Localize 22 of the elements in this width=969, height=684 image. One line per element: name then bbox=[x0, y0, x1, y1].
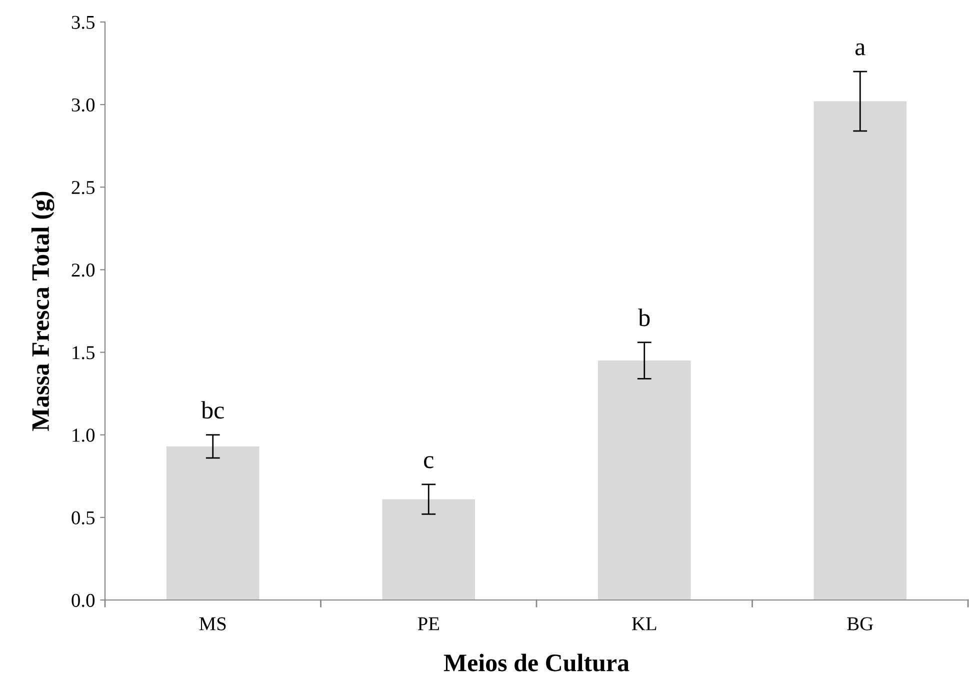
annotation: a bbox=[855, 43, 866, 56]
x-axis-title: Meios de Cultura bbox=[444, 654, 630, 672]
annotation: c bbox=[424, 456, 434, 468]
x-tick-label: PE bbox=[418, 617, 440, 630]
bar bbox=[598, 360, 691, 600]
y-tick-label: 2.5 bbox=[72, 181, 95, 194]
y-axis-title: Massa Fresca Total (g) bbox=[31, 192, 54, 431]
y-tick-label: 3.0 bbox=[72, 98, 95, 112]
bar bbox=[814, 101, 907, 600]
annotation: b bbox=[638, 308, 650, 326]
x-tick-label: KL bbox=[632, 617, 656, 630]
bar bbox=[166, 446, 260, 600]
x-tick-label: BG bbox=[847, 617, 874, 630]
y-tick-label: 0.5 bbox=[72, 511, 95, 524]
annotation: bc bbox=[201, 401, 224, 419]
bar bbox=[382, 499, 476, 600]
y-tick-label: 1.0 bbox=[72, 428, 95, 442]
y-tick-label: 3.5 bbox=[72, 16, 95, 30]
x-tick-label: MS bbox=[199, 617, 226, 630]
y-tick-label: 2.0 bbox=[72, 264, 95, 277]
y-tick-label: 0.0 bbox=[72, 594, 95, 608]
y-tick-label: 1.5 bbox=[72, 346, 95, 360]
